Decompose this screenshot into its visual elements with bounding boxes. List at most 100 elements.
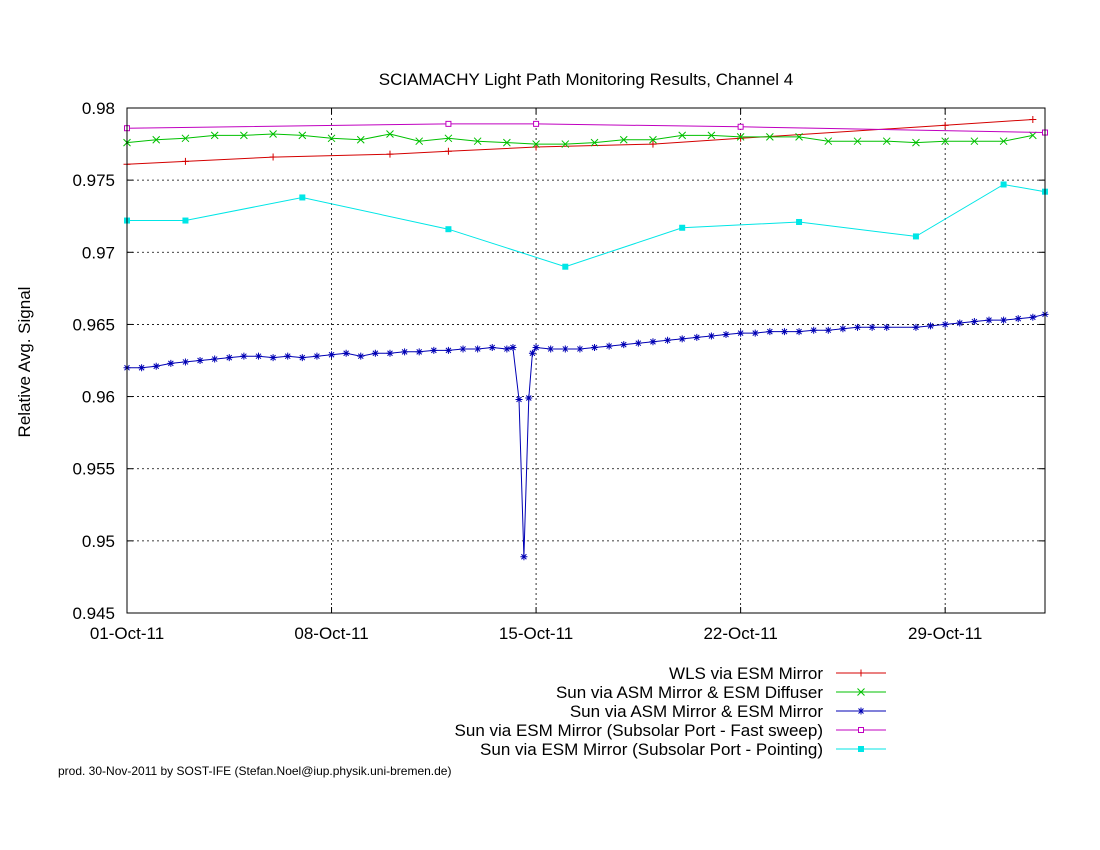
data-point xyxy=(591,344,599,352)
data-point xyxy=(1000,181,1007,188)
data-point xyxy=(619,135,628,144)
data-point xyxy=(509,344,517,352)
data-point xyxy=(167,359,175,367)
data-point xyxy=(605,342,613,350)
data-point xyxy=(473,137,482,146)
data-point xyxy=(858,727,864,733)
data-point xyxy=(1029,313,1037,321)
x-tick-label: 22-Oct-11 xyxy=(703,624,777,643)
legend-entry: WLS via ESM Mirror xyxy=(669,664,886,683)
data-point xyxy=(796,218,803,225)
data-point xyxy=(927,322,935,330)
data-point xyxy=(488,344,496,352)
data-point xyxy=(533,120,540,127)
data-point xyxy=(196,357,204,364)
y-tick-label: 0.945 xyxy=(72,604,115,623)
data-point xyxy=(532,344,540,352)
data-point xyxy=(858,746,864,752)
data-point xyxy=(1014,315,1022,323)
data-point xyxy=(547,345,555,353)
data-point xyxy=(298,354,306,362)
data-point xyxy=(737,123,744,130)
data-point xyxy=(503,345,511,353)
legend-entry: Sun via ESM Mirror (Subsolar Port - Fast… xyxy=(455,721,886,740)
data-point xyxy=(444,147,452,155)
data-point xyxy=(356,135,365,144)
data-point xyxy=(839,325,847,333)
production-credit: prod. 30-Nov-2011 by SOST-IFE (Stefan.No… xyxy=(58,764,452,778)
data-point xyxy=(328,351,336,359)
plot-series xyxy=(123,116,1049,561)
x-tick-label: 08-Oct-11 xyxy=(294,624,368,643)
data-point xyxy=(985,316,993,324)
data-point xyxy=(525,394,533,402)
data-point xyxy=(445,120,452,127)
data-point xyxy=(357,352,365,360)
legend: WLS via ESM Mirror Sun via ASM Mirror & E… xyxy=(455,664,886,759)
data-point xyxy=(182,217,189,224)
chart-title: SCIAMACHY Light Path Monitoring Results,… xyxy=(379,70,794,89)
data-point xyxy=(430,346,438,354)
series-3 xyxy=(123,310,1049,561)
data-point xyxy=(528,349,536,357)
data-point xyxy=(1000,316,1008,324)
data-point xyxy=(152,135,161,144)
data-point xyxy=(766,328,774,336)
data-point xyxy=(941,137,950,146)
plot-frame xyxy=(126,107,1046,614)
data-point xyxy=(970,137,979,146)
data-point xyxy=(882,137,891,146)
series-line xyxy=(127,183,1046,268)
data-point xyxy=(678,335,686,343)
data-point xyxy=(780,328,788,336)
data-point xyxy=(737,134,745,142)
data-point xyxy=(562,263,569,270)
data-point xyxy=(912,138,920,147)
data-point xyxy=(210,131,219,140)
data-point xyxy=(941,121,949,129)
y-tick-label: 0.975 xyxy=(72,171,115,190)
data-point xyxy=(634,339,642,347)
data-point xyxy=(152,362,160,370)
data-point xyxy=(620,341,628,349)
data-point xyxy=(883,323,891,331)
data-point xyxy=(751,329,759,337)
data-point xyxy=(970,318,978,326)
data-point xyxy=(269,153,277,161)
data-point xyxy=(371,349,379,357)
data-point xyxy=(415,137,424,146)
data-point xyxy=(444,346,452,354)
data-point xyxy=(765,133,774,141)
legend-label: Sun via ESM Mirror (Subsolar Port - Poin… xyxy=(480,740,823,759)
y-tick-label: 0.98 xyxy=(82,99,115,118)
data-point xyxy=(386,349,394,357)
data-point xyxy=(824,326,832,334)
data-point xyxy=(795,133,803,141)
data-point xyxy=(854,323,862,331)
data-point xyxy=(445,226,452,233)
data-point xyxy=(912,233,919,240)
series-line xyxy=(127,313,1046,557)
data-point xyxy=(284,352,292,360)
data-point xyxy=(678,131,687,140)
data-point xyxy=(415,348,423,356)
data-point xyxy=(649,140,657,148)
data-point xyxy=(679,224,686,231)
data-point xyxy=(649,135,657,144)
data-point xyxy=(225,354,233,362)
data-point xyxy=(503,138,511,147)
data-point xyxy=(532,140,540,148)
legend-entry: Sun via ESM Mirror (Subsolar Port - Poin… xyxy=(480,740,886,759)
data-point xyxy=(327,134,336,143)
data-point xyxy=(810,326,818,334)
y-tick-label: 0.95 xyxy=(82,532,115,551)
data-point xyxy=(857,707,865,715)
y-tick-label: 0.955 xyxy=(72,460,115,479)
data-point xyxy=(444,134,453,143)
data-point xyxy=(211,355,219,363)
data-point xyxy=(138,364,146,372)
legend-entry: Sun via ASM Mirror & ESM Mirror xyxy=(570,702,886,721)
y-axis-label: Relative Avg. Signal xyxy=(15,287,34,438)
series-2 xyxy=(123,130,1037,148)
